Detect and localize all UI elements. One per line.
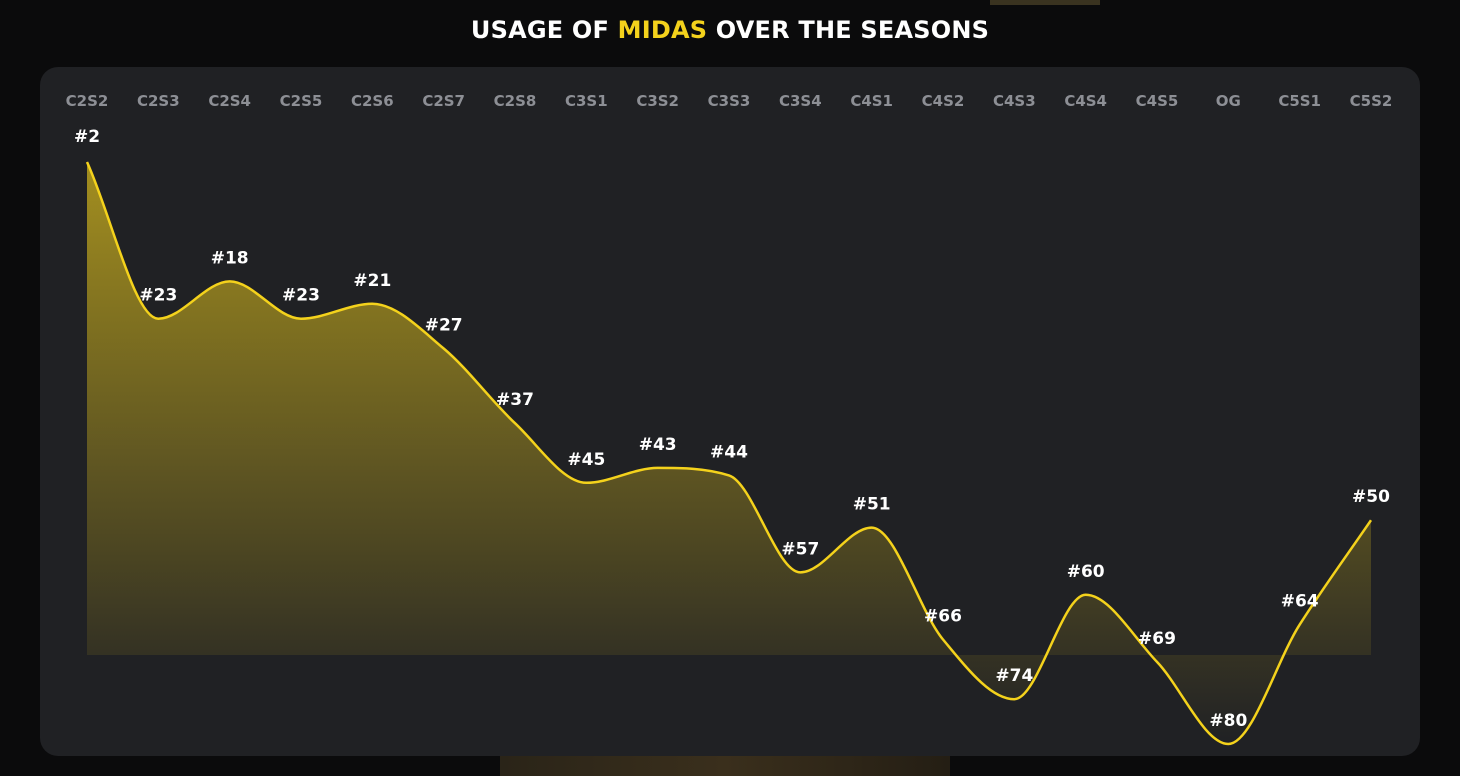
x-tick-label: C4S5 — [1136, 92, 1179, 110]
data-label: #18 — [211, 248, 249, 268]
usage-area-chart: C2S2 C2S3 C2S4 C2S5 C2S6 C2S7 C2S8 C3S1 C3S2 C3S3… — [66, 92, 1393, 746]
x-tick-label: C3S1 — [565, 92, 608, 110]
x-tick-label: C2S4 — [208, 92, 251, 110]
data-label: #21 — [353, 271, 391, 291]
usage-series-line — [85, 161, 1373, 746]
data-label: #51 — [853, 495, 891, 515]
data-label: #60 — [1067, 562, 1105, 582]
chart-title: USAGE OF MIDAS OVER THE SEASONS — [0, 16, 1460, 44]
x-tick-label: C5S1 — [1278, 92, 1321, 110]
data-label: #57 — [781, 539, 819, 559]
x-tick-label: C4S1 — [850, 92, 893, 110]
x-tick-label: C5S2 — [1350, 92, 1393, 110]
x-tick-label: C3S3 — [708, 92, 751, 110]
data-label: #27 — [425, 316, 463, 336]
x-tick-label: C2S6 — [351, 92, 394, 110]
data-label: #43 — [639, 435, 677, 455]
title-accent: MIDAS — [617, 16, 708, 44]
x-tick-label: C3S2 — [636, 92, 679, 110]
chart-panel: C2S2 C2S3 C2S4 C2S5 C2S6 C2S7 C2S8 C3S1 C3S2 C3S3… — [40, 67, 1420, 756]
data-label: #23 — [139, 286, 177, 306]
data-label: #66 — [924, 607, 962, 627]
data-label: #64 — [1281, 592, 1319, 612]
title-suffix: OVER THE SEASONS — [707, 16, 990, 44]
data-label: #23 — [282, 286, 320, 306]
x-tick-label: OG — [1216, 92, 1241, 110]
data-label: #69 — [1138, 629, 1176, 649]
x-tick-label: C3S4 — [779, 92, 822, 110]
x-tick-label: C4S4 — [1064, 92, 1107, 110]
background-bar — [990, 0, 1100, 5]
data-labels: #2 #23 #18 #23 #21 #27 #37 #45 #43 #44 #57 #51 #66 #7… — [74, 127, 1390, 731]
x-tick-label: C4S2 — [922, 92, 965, 110]
data-label: #50 — [1352, 487, 1390, 507]
x-tick-label: C2S3 — [137, 92, 180, 110]
usage-area-fill — [87, 162, 1371, 744]
x-tick-label: C2S7 — [422, 92, 465, 110]
x-tick-label: C2S2 — [66, 92, 109, 110]
x-tick-label: C4S3 — [993, 92, 1036, 110]
data-label: #74 — [995, 666, 1033, 686]
data-label: #45 — [567, 450, 605, 470]
title-prefix: USAGE OF — [470, 16, 618, 44]
x-axis-ticks: C2S2 C2S3 C2S4 C2S5 C2S6 C2S7 C2S8 C3S1 C3S2 C3S3… — [66, 92, 1393, 110]
x-tick-label: C2S8 — [494, 92, 537, 110]
data-label: #2 — [74, 127, 100, 147]
data-label: #80 — [1209, 711, 1247, 731]
x-tick-label: C2S5 — [280, 92, 323, 110]
data-label: #37 — [496, 390, 534, 410]
data-label: #44 — [710, 442, 748, 462]
